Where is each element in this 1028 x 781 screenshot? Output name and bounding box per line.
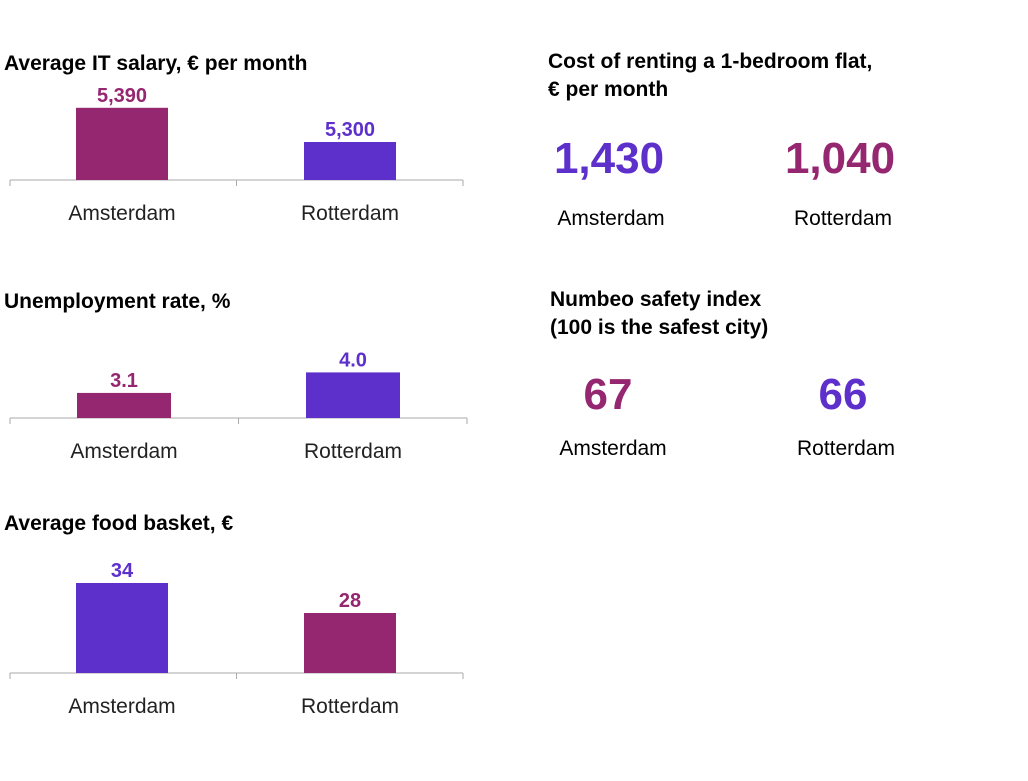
food-chart: 34 Amsterdam 28 Rotterdam	[9, 560, 464, 718]
unemployment-value-label-rotterdam: 4.0	[339, 349, 367, 371]
salary-value-label-amsterdam: 5,390	[97, 85, 147, 107]
unemployment-chart: 3.1 Amsterdam 4.0 Rotterdam	[9, 349, 468, 463]
safety-amsterdam-city: Amsterdam	[559, 437, 667, 460]
safety-amsterdam-value: 67	[583, 370, 633, 419]
salary-category-label-rotterdam: Rotterdam	[301, 202, 399, 225]
rent-stat-title-line-2: € per month	[548, 78, 669, 101]
rent-amsterdam-city: Amsterdam	[557, 207, 665, 230]
salary-chart: 5,390 Amsterdam 5,300 Rotterdam	[9, 85, 464, 225]
food-category-label-amsterdam: Amsterdam	[68, 695, 175, 718]
rent-amsterdam-value: 1,430	[553, 134, 665, 183]
salary-bar-amsterdam	[76, 107, 168, 180]
safety-rotterdam-value: 66	[818, 370, 868, 419]
salary-value-label-rotterdam: 5,300	[325, 119, 375, 141]
food-value-label-rotterdam: 28	[339, 590, 361, 612]
unemployment-bar-rotterdam	[306, 372, 400, 418]
rent-rotterdam-value: 1,040	[784, 134, 896, 183]
safety-stat-title: Numbeo safety index (100 is the safest c…	[550, 286, 970, 342]
rent-rotterdam-city: Rotterdam	[793, 207, 893, 230]
food-bar-rotterdam	[304, 613, 396, 673]
safety-rotterdam-city: Rotterdam	[796, 437, 896, 460]
unemployment-bar-amsterdam	[77, 392, 171, 418]
food-value-label-amsterdam: 34	[111, 560, 134, 582]
rent-stat-title-line-1: Cost of renting a 1-bedroom flat,	[548, 50, 873, 73]
safety-stat-title-line-1: Numbeo safety index	[550, 288, 762, 311]
salary-category-label-amsterdam: Amsterdam	[68, 202, 175, 225]
salary-bar-rotterdam	[304, 142, 396, 180]
safety-stat-title-line-2: (100 is the safest city)	[550, 316, 769, 339]
salary-chart-title: Average IT salary, € per month	[4, 52, 308, 75]
unemployment-category-label-rotterdam: Rotterdam	[304, 440, 402, 463]
unemployment-chart-title: Unemployment rate, %	[4, 290, 231, 313]
food-category-label-rotterdam: Rotterdam	[301, 695, 399, 718]
unemployment-value-label-amsterdam: 3.1	[110, 370, 138, 392]
food-chart-title: Average food basket, €	[4, 512, 234, 535]
rent-stat-title: Cost of renting a 1-bedroom flat, € per …	[548, 48, 968, 104]
unemployment-category-label-amsterdam: Amsterdam	[70, 440, 177, 463]
food-bar-amsterdam	[76, 583, 168, 673]
